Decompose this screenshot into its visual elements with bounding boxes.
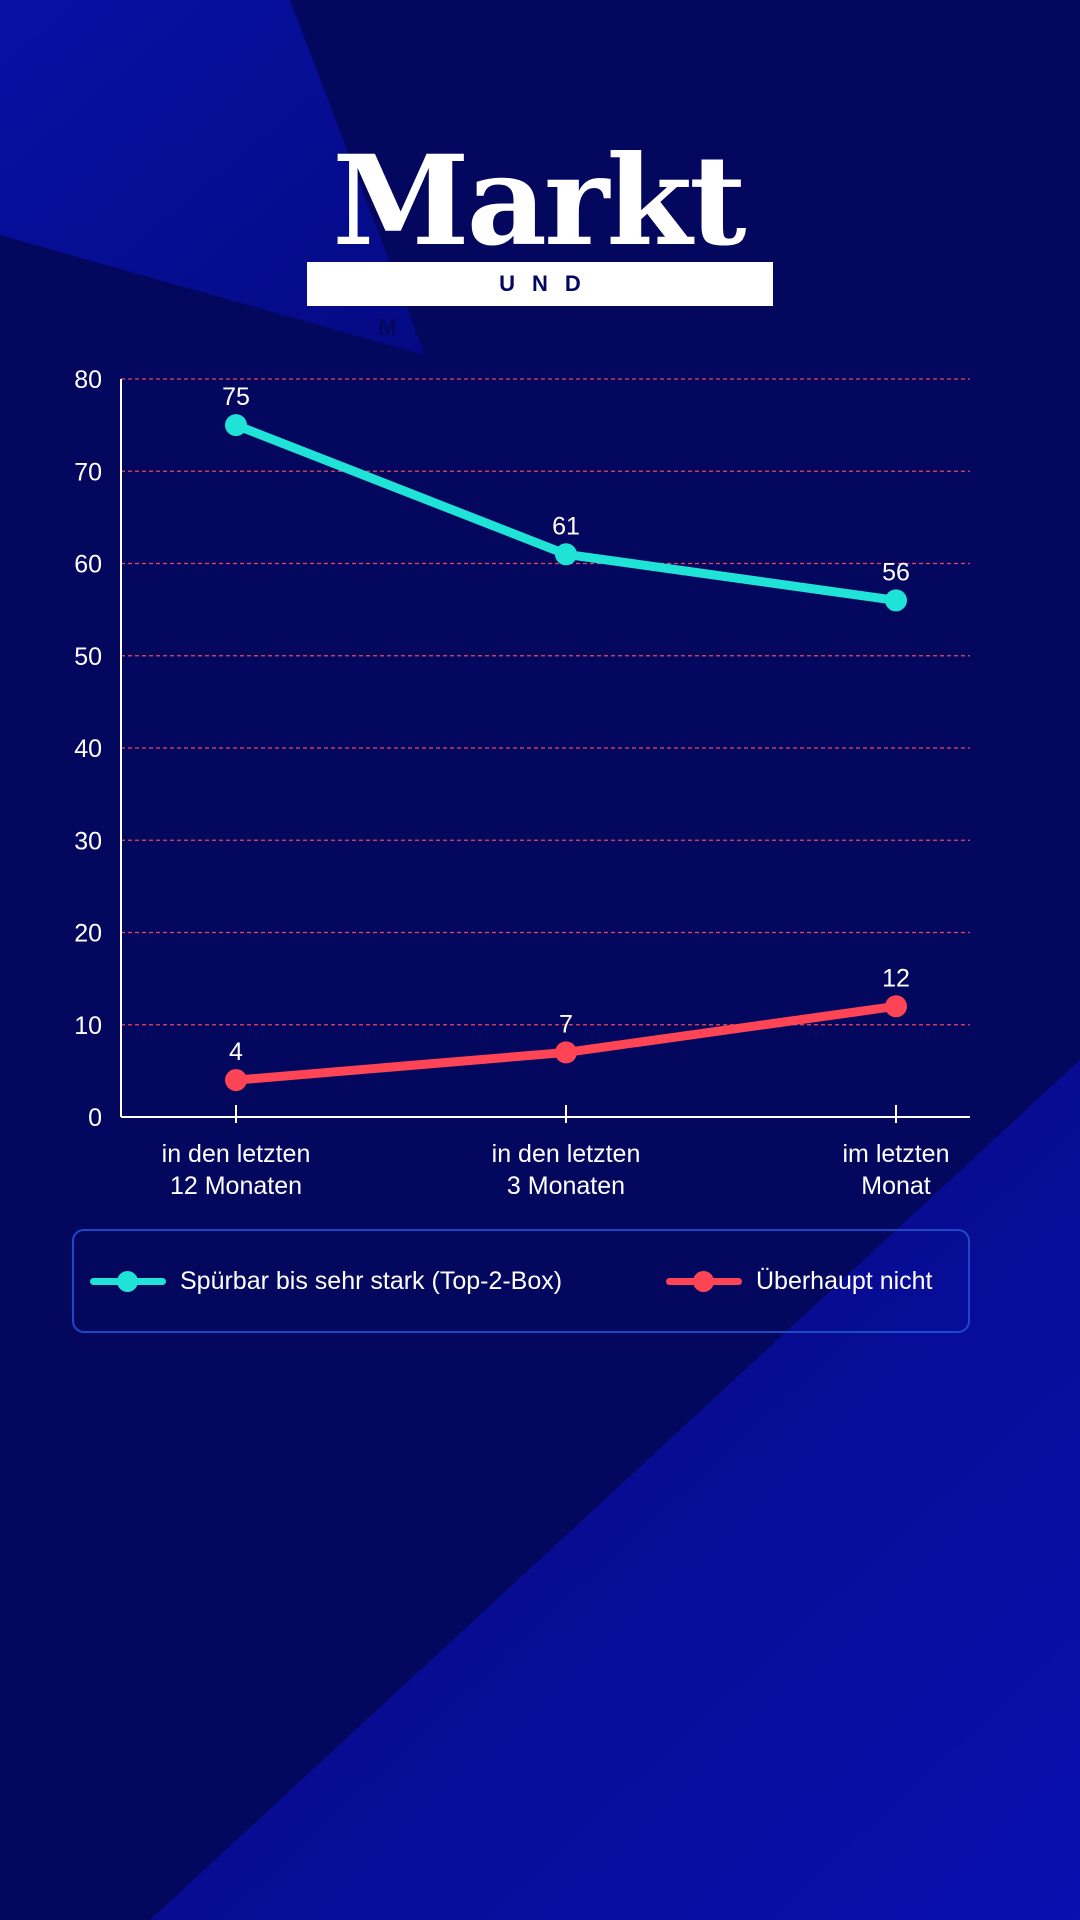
brand-logo: Markt UND MITTELSTAND [307,140,773,340]
y-tick-label-80: 80 [74,366,102,394]
legend-swatch-top2 [90,1271,166,1292]
y-tick-label-60: 60 [74,551,102,579]
series-1-data-label-2: 12 [882,964,910,992]
x-tick-label-0-1: 12 Monaten [170,1172,302,1200]
legend-label-top2: Spürbar bis sehr stark (Top-2-Box) [180,1266,563,1295]
series-0-point-2 [885,589,907,612]
series-1-data-label-0: 4 [229,1038,243,1066]
legend-label-none: Überhaupt nicht [756,1266,933,1295]
series-0-data-label-0: 75 [222,383,250,411]
x-tick-label-2-0: im letzten [843,1140,950,1168]
x-tick-label-2-1: Monat [861,1172,931,1200]
y-tick-label-50: 50 [74,643,102,671]
y-tick-label-70: 70 [74,458,102,486]
legend-swatch-none [666,1271,742,1292]
y-tick-label-20: 20 [74,920,102,948]
x-tick-label-1-1: 3 Monaten [507,1172,625,1200]
chart-legend: Spürbar bis sehr stark (Top-2-Box) Überh… [72,1229,970,1333]
series-0-data-label-2: 56 [882,558,910,586]
series-0-point-0 [225,414,247,437]
series-1-point-2 [885,995,907,1018]
series-1-data-label-1: 7 [559,1010,573,1038]
logo-title: Markt [332,129,746,274]
y-tick-label-30: 30 [74,827,102,855]
legend-item-none: Überhaupt nicht [666,1231,933,1331]
logo-subtitle: UND MITTELSTAND [307,262,773,340]
series-1-point-1 [555,1041,577,1064]
y-tick-label-40: 40 [74,735,102,763]
x-tick-label-1-0: in den letzten [492,1140,641,1168]
y-tick-label-10: 10 [74,1012,102,1040]
y-tick-label-0: 0 [88,1104,102,1132]
x-tick-label-0-0: in den letzten [162,1140,311,1168]
series-0-data-label-1: 61 [552,512,580,540]
legend-item-top2: Spürbar bis sehr stark (Top-2-Box) [90,1231,562,1331]
series-1-point-0 [225,1069,247,1092]
series-0-point-1 [555,543,577,566]
